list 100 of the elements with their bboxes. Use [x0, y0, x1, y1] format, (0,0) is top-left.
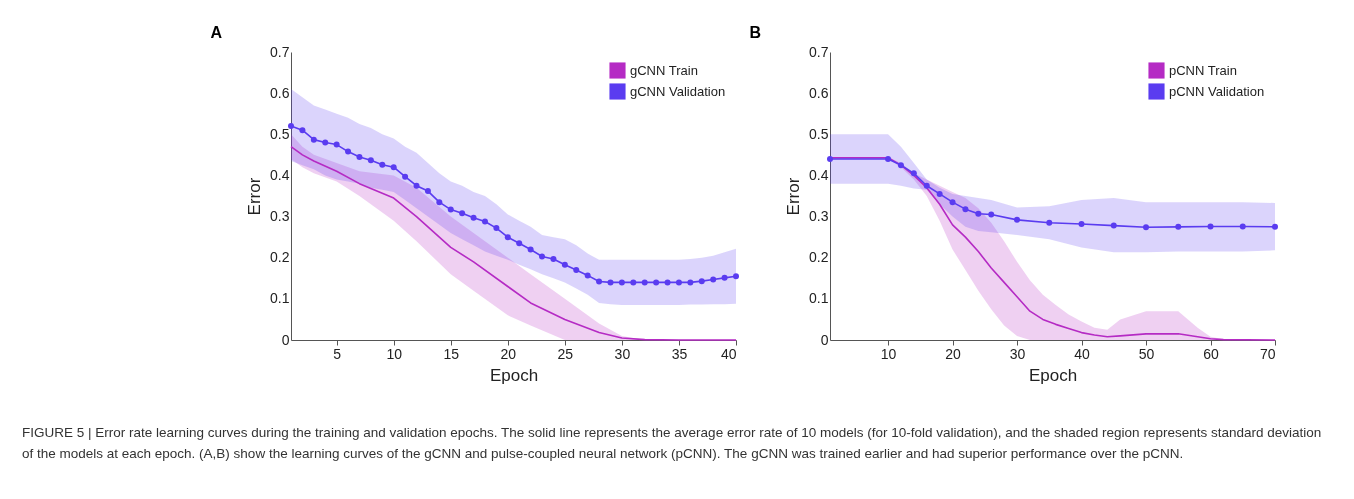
point	[975, 210, 982, 217]
point	[1175, 223, 1182, 230]
x-tick-label: 40	[720, 345, 737, 362]
x-axis-title: Epoch	[1028, 365, 1078, 385]
point	[923, 182, 930, 189]
y-tick-label: 0.3	[270, 208, 290, 225]
point	[962, 206, 969, 213]
point	[481, 218, 488, 225]
legend-label: pCNN Train	[1169, 62, 1237, 78]
point	[413, 182, 420, 189]
point	[733, 273, 739, 280]
point	[630, 279, 637, 286]
y-tick-label: 0.6	[809, 84, 829, 101]
x-tick-label: 25	[557, 345, 574, 362]
point	[618, 279, 625, 286]
chart-title: B	[749, 24, 762, 41]
x-tick-label: 70	[1259, 345, 1276, 362]
y-tick-label: 0.2	[809, 249, 829, 266]
point	[827, 155, 833, 162]
point	[910, 170, 917, 177]
y-tick-label: 0.2	[270, 249, 290, 266]
y-axis-title: Error	[784, 177, 804, 216]
point	[897, 162, 904, 169]
point	[596, 278, 603, 285]
y-tick-label: 0.5	[270, 125, 290, 142]
point	[698, 278, 705, 285]
point	[539, 253, 546, 260]
point	[1110, 222, 1117, 229]
point	[584, 272, 591, 279]
point	[424, 188, 431, 195]
x-tick-label: 15	[443, 345, 460, 362]
point	[1014, 216, 1021, 223]
point	[436, 199, 443, 206]
point	[988, 211, 995, 218]
point	[949, 199, 956, 206]
point	[333, 141, 340, 148]
x-tick-label: 10	[880, 345, 897, 362]
x-tick-label: 10	[386, 345, 403, 362]
x-tick-label: 40	[1074, 345, 1091, 362]
point	[550, 255, 557, 262]
y-tick-label: 0.6	[270, 84, 290, 101]
x-tick-label: 20	[945, 345, 962, 362]
x-tick-label: 20	[500, 345, 517, 362]
point	[1239, 223, 1246, 230]
y-tick-label: 0.4	[809, 166, 829, 183]
point	[710, 276, 717, 283]
caption: FIGURE 5 | Error rate learning curves during the training and validation epochs. The solid line represents the average error rate of 10 models (for 10-fold validation), and the shaded region represents standard deviation of the models at each epoch. (A,B) show the learning curves of the gCNN and pulse-coupled neural network (pCNN). The gCNN was trained earlier and had superior performance over the pCNN.	[22, 424, 1323, 463]
x-tick-label: 50	[1138, 345, 1155, 362]
point	[493, 225, 500, 232]
point	[299, 127, 306, 134]
y-axis-title: Error	[245, 177, 265, 216]
point	[664, 279, 671, 286]
point	[573, 267, 580, 274]
point	[721, 274, 728, 281]
point	[516, 240, 523, 247]
point	[310, 136, 317, 143]
y-tick-label: 0	[820, 331, 829, 348]
x-axis-title: Epoch	[489, 365, 539, 385]
y-tick-label: 0.5	[809, 125, 829, 142]
legend-label: pCNN Validation	[1169, 83, 1265, 99]
point	[653, 279, 660, 286]
point	[561, 261, 568, 268]
y-tick-label: 0.1	[270, 290, 290, 307]
y-tick-label: 0.1	[809, 290, 829, 307]
point	[607, 279, 614, 286]
point	[1143, 224, 1150, 231]
point	[470, 214, 477, 221]
point	[367, 157, 374, 164]
point	[379, 161, 386, 168]
point	[390, 164, 397, 171]
point	[345, 148, 352, 155]
x-tick-label: 5	[333, 345, 342, 362]
x-tick-label: 60	[1203, 345, 1219, 362]
point	[641, 279, 648, 286]
point	[402, 173, 409, 180]
x-tick-label: 30	[1009, 345, 1026, 362]
legend-label: gCNN Train	[630, 62, 698, 78]
y-tick-label: 0.3	[809, 208, 829, 225]
point	[527, 246, 534, 253]
point	[504, 234, 511, 241]
y-tick-label: 0.7	[809, 43, 829, 60]
point	[1046, 219, 1053, 226]
point	[675, 279, 682, 286]
point	[356, 153, 363, 160]
x-tick-label: 30	[614, 345, 631, 362]
point	[1207, 223, 1214, 230]
y-tick-label: 0	[281, 331, 290, 348]
y-tick-label: 0.7	[270, 43, 290, 60]
legend-label: gCNN Validation	[630, 83, 726, 99]
x-tick-label: 35	[671, 345, 688, 362]
point	[1272, 223, 1278, 230]
point	[936, 190, 943, 197]
point	[447, 206, 454, 213]
point	[1078, 220, 1085, 227]
chart-title: A	[210, 24, 223, 41]
point	[885, 155, 892, 162]
point	[322, 139, 329, 146]
y-tick-label: 0.4	[270, 166, 290, 183]
point	[459, 210, 466, 217]
point	[288, 123, 294, 130]
